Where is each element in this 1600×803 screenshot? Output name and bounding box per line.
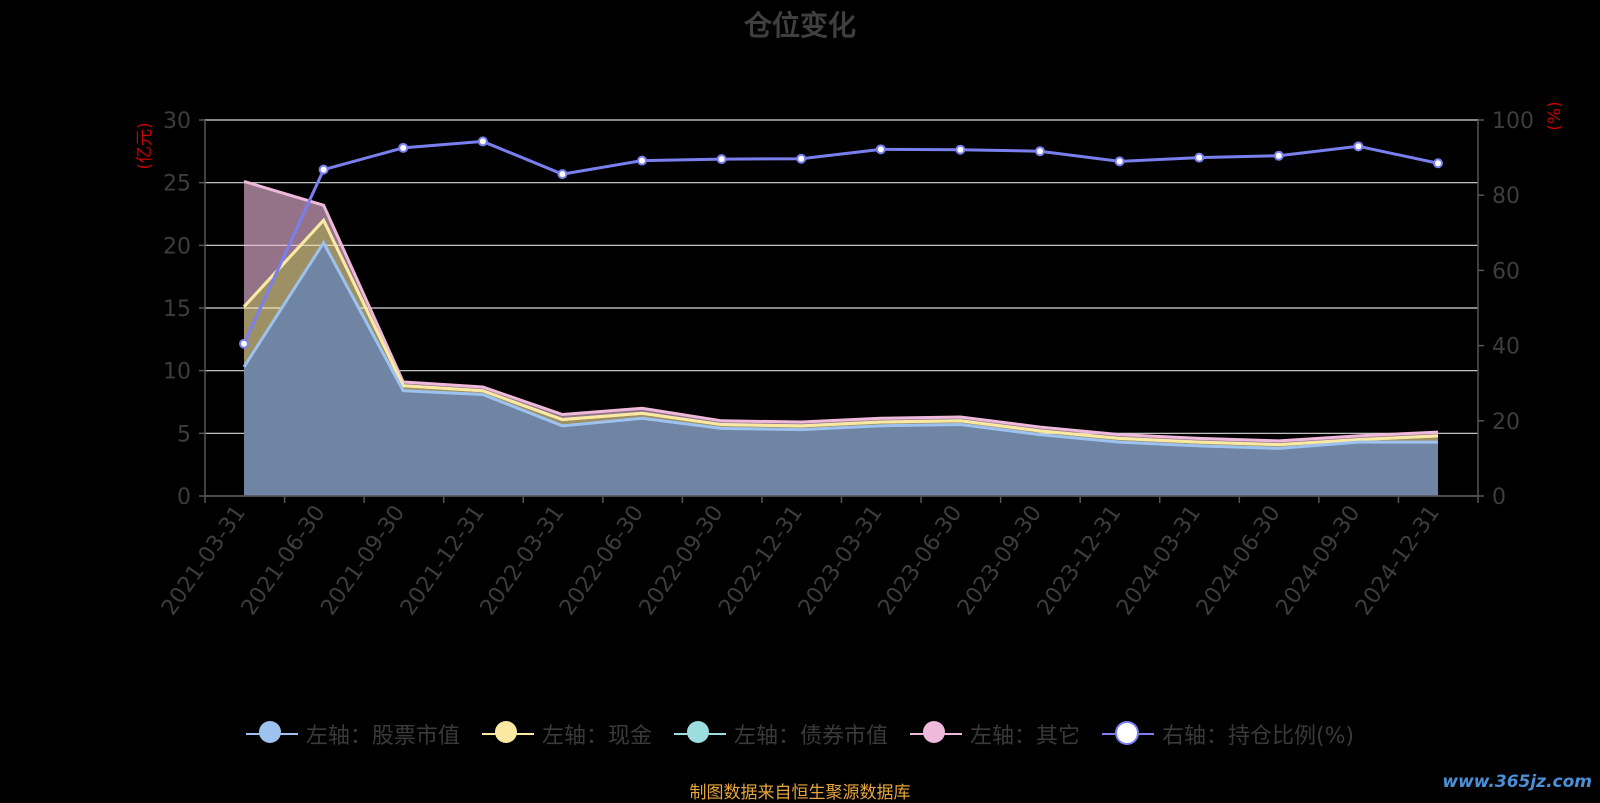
legend-swatch-icon <box>909 720 962 748</box>
x-tick-label: 2021-12-31 <box>396 501 490 620</box>
legend-label: 左轴：现金 <box>541 724 652 749</box>
legend-item[interactable]: 左轴：现金 <box>481 718 652 750</box>
legend-item[interactable]: 左轴：债券市值 <box>673 718 888 750</box>
area-edge-other <box>243 179 1439 443</box>
x-tick-label: 2023-09-30 <box>953 501 1047 620</box>
legend-label: 左轴：债券市值 <box>733 724 888 749</box>
right-tick-label: 60 <box>1492 259 1520 284</box>
ratio-point <box>1114 156 1125 167</box>
ratio-point <box>1273 150 1284 161</box>
x-tick-label: 2023-12-31 <box>1033 501 1127 620</box>
ratio-point <box>318 164 329 175</box>
right-axis-unit: (%) <box>1545 101 1565 130</box>
left-axis-unit: (亿元) <box>135 122 155 169</box>
ratio-point <box>1194 152 1205 163</box>
ratio-point <box>1035 146 1045 157</box>
ratio-point <box>398 142 409 153</box>
legend-swatch-icon <box>1101 720 1154 748</box>
left-tick-label: 25 <box>163 172 191 197</box>
ratio-line-series <box>239 136 1443 349</box>
right-tick-label: 0 <box>1492 485 1506 510</box>
chart-title: 仓位变化 <box>743 9 856 42</box>
left-tick-label: 0 <box>177 485 191 510</box>
left-tick-label: 30 <box>163 109 191 134</box>
legend-label: 左轴：其它 <box>969 724 1080 749</box>
area-edge-stock <box>242 239 1438 450</box>
ratio-point <box>875 144 886 155</box>
ratio-line <box>242 139 1439 345</box>
chart-plot-area: 0 5 10 15 20 25 30 0 20 40 60 80 100 (亿元) (%) 2021-03-3… <box>135 101 1565 620</box>
x-tick-label: 2024-12-31 <box>1351 501 1445 620</box>
x-tick-label: 2024-03-31 <box>1112 501 1206 620</box>
area-edge-cash <box>242 217 1439 447</box>
legend-label: 右轴：持仓比例(%) <box>1161 724 1355 749</box>
left-tick-label: 10 <box>163 360 191 385</box>
legend-item[interactable]: 左轴：其它 <box>909 718 1080 750</box>
x-tick-label: 2023-06-30 <box>873 501 967 620</box>
legend-item[interactable]: 右轴：持仓比例(%) <box>1101 718 1355 750</box>
x-tick-label: 2022-06-30 <box>555 501 649 620</box>
ratio-point <box>796 153 807 164</box>
right-tick-label: 80 <box>1492 184 1520 209</box>
ratio-point <box>1353 141 1364 152</box>
right-tick-label: 100 <box>1492 109 1534 134</box>
left-tick-label: 20 <box>163 234 191 259</box>
x-tick-label: 2021-06-30 <box>237 501 331 620</box>
x-tick-label: 2024-06-30 <box>1192 501 1286 620</box>
x-tick-label: 2022-03-31 <box>475 501 569 620</box>
right-tick-label: 20 <box>1492 410 1520 435</box>
area-stock <box>244 242 1438 496</box>
legend: 左轴：股票市值 左轴：现金 左轴：债券市值 左轴：其它 右轴：持仓比例(%) <box>0 718 1600 750</box>
x-tick-label: 2022-12-31 <box>714 501 808 620</box>
site-watermark: www.365jz.com <box>1442 772 1592 792</box>
left-tick-label: 15 <box>163 297 191 322</box>
ratio-point <box>1433 158 1443 169</box>
ratio-point <box>477 136 488 147</box>
legend-swatch-icon <box>245 720 298 748</box>
x-tick-label: 2024-09-30 <box>1271 501 1365 620</box>
ratio-point <box>637 155 647 166</box>
left-tick-label: 5 <box>177 422 191 447</box>
area-series <box>242 179 1439 496</box>
x-tick-label: 2022-09-30 <box>635 501 729 620</box>
legend-label: 左轴：股票市值 <box>305 724 460 749</box>
x-tick-label: 2021-09-30 <box>316 501 410 620</box>
right-tick-label: 40 <box>1492 335 1520 360</box>
data-source-note: 制图数据来自恒生聚源数据库 <box>689 783 911 803</box>
x-tick-label: 2021-03-31 <box>157 501 251 620</box>
ratio-point <box>557 169 568 180</box>
legend-swatch-icon <box>673 720 726 748</box>
ratio-point <box>716 154 727 165</box>
x-tick-label: 2023-03-31 <box>794 501 888 620</box>
legend-item[interactable]: 左轴：股票市值 <box>245 718 460 750</box>
legend-swatch-icon <box>481 720 534 748</box>
ratio-point <box>955 144 966 155</box>
ratio-point <box>239 338 249 349</box>
